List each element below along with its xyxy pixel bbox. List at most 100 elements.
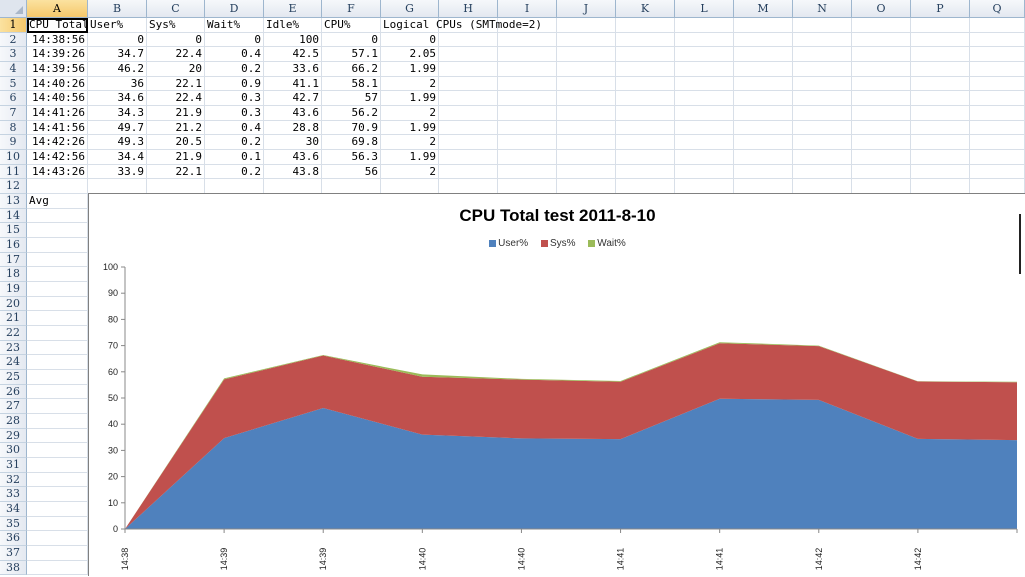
data-cell[interactable]: 100 (264, 32, 322, 48)
grid-cell[interactable] (27, 179, 88, 195)
grid-cell[interactable] (498, 179, 557, 195)
data-cell[interactable]: 70.9 (322, 120, 381, 136)
row-header-1[interactable]: 1 (0, 18, 27, 33)
data-cell[interactable]: 34.4 (88, 150, 147, 165)
grid-cell[interactable] (911, 150, 970, 165)
row-header-16[interactable]: 16 (0, 238, 27, 253)
grid-cell[interactable] (27, 267, 88, 283)
row-header-13[interactable]: 13 (0, 194, 27, 209)
grid-cell[interactable] (498, 18, 557, 33)
grid-cell[interactable] (616, 91, 675, 106)
row-header-21[interactable]: 21 (0, 311, 27, 327)
column-header-n[interactable]: N (793, 0, 852, 18)
data-cell[interactable]: 0.4 (205, 120, 264, 136)
data-cell[interactable]: 21.2 (147, 120, 205, 136)
row-header-38[interactable]: 38 (0, 560, 27, 576)
grid-cell[interactable] (27, 458, 88, 473)
row-header-26[interactable]: 26 (0, 384, 27, 400)
grid-cell[interactable] (616, 18, 675, 33)
row-header-3[interactable]: 3 (0, 47, 27, 62)
data-cell[interactable]: 0 (381, 32, 439, 48)
data-cell[interactable]: 0.4 (205, 47, 264, 62)
grid-cell[interactable] (852, 179, 911, 195)
grid-cell[interactable] (675, 91, 734, 106)
data-cell[interactable]: 69.8 (322, 135, 381, 151)
row-header-23[interactable]: 23 (0, 340, 27, 356)
grid-cell[interactable] (27, 531, 88, 547)
header-cell[interactable]: Idle% (264, 18, 322, 33)
data-cell[interactable]: 28.8 (264, 120, 322, 136)
row-header-12[interactable]: 12 (0, 179, 27, 195)
grid-cell[interactable] (734, 179, 793, 195)
data-cell[interactable]: 42.7 (264, 91, 322, 106)
grid-cell[interactable] (852, 32, 911, 48)
grid-cell[interactable] (911, 47, 970, 62)
column-header-h[interactable]: H (439, 0, 498, 18)
grid-cell[interactable] (911, 91, 970, 106)
grid-cell[interactable] (439, 164, 498, 180)
row-header-25[interactable]: 25 (0, 370, 27, 385)
grid-cell[interactable] (793, 135, 852, 151)
row-header-19[interactable]: 19 (0, 282, 27, 297)
grid-cell[interactable] (852, 62, 911, 77)
row-header-6[interactable]: 6 (0, 91, 27, 106)
row-header-2[interactable]: 2 (0, 32, 27, 48)
grid-cell[interactable] (970, 120, 1025, 136)
grid-cell[interactable] (852, 18, 911, 33)
grid-cell[interactable] (439, 106, 498, 121)
grid-cell[interactable] (734, 76, 793, 92)
select-all-corner[interactable] (0, 0, 27, 18)
data-cell[interactable]: 21.9 (147, 150, 205, 165)
data-cell[interactable]: 14:39:56 (27, 62, 88, 77)
grid-cell[interactable] (675, 179, 734, 195)
data-cell[interactable]: 14:43:26 (27, 164, 88, 180)
data-cell[interactable]: 41.1 (264, 76, 322, 92)
grid-cell[interactable] (911, 62, 970, 77)
grid-cell[interactable] (27, 443, 88, 459)
grid-cell[interactable] (675, 106, 734, 121)
grid-cell[interactable] (970, 91, 1025, 106)
row-header-32[interactable]: 32 (0, 472, 27, 488)
data-cell[interactable]: 56.3 (322, 150, 381, 165)
row-header-27[interactable]: 27 (0, 399, 27, 415)
grid-cell[interactable] (616, 76, 675, 92)
grid-cell[interactable] (970, 135, 1025, 151)
grid-cell[interactable] (734, 47, 793, 62)
data-cell[interactable]: 14:42:26 (27, 135, 88, 151)
column-header-i[interactable]: I (498, 0, 557, 18)
data-cell[interactable]: 0.3 (205, 91, 264, 106)
grid-cell[interactable] (675, 18, 734, 33)
grid-cell[interactable] (557, 135, 616, 151)
column-header-c[interactable]: C (147, 0, 205, 18)
row-header-37[interactable]: 37 (0, 546, 27, 561)
grid-cell[interactable] (439, 150, 498, 165)
grid-cell[interactable] (381, 179, 439, 195)
grid-cell[interactable] (439, 120, 498, 136)
column-header-m[interactable]: M (734, 0, 793, 18)
data-cell[interactable]: 14:42:56 (27, 150, 88, 165)
grid-cell[interactable] (498, 135, 557, 151)
grid-cell[interactable] (27, 414, 88, 429)
grid-cell[interactable] (970, 164, 1025, 180)
grid-cell[interactable] (557, 76, 616, 92)
column-header-g[interactable]: G (381, 0, 439, 18)
data-cell[interactable]: 22.1 (147, 164, 205, 180)
grid-cell[interactable] (734, 32, 793, 48)
grid-cell[interactable] (675, 164, 734, 180)
grid-cell[interactable] (616, 106, 675, 121)
grid-cell[interactable] (793, 18, 852, 33)
grid-cell[interactable] (27, 516, 88, 532)
data-cell[interactable]: 2 (381, 135, 439, 151)
column-header-l[interactable]: L (675, 0, 734, 18)
grid-cell[interactable] (852, 47, 911, 62)
data-cell[interactable]: 1.99 (381, 91, 439, 106)
data-cell[interactable]: 0.1 (205, 150, 264, 165)
grid-cell[interactable] (734, 106, 793, 121)
data-cell[interactable]: 42.5 (264, 47, 322, 62)
grid-cell[interactable] (147, 179, 205, 195)
grid-cell[interactable] (675, 47, 734, 62)
grid-cell[interactable] (911, 120, 970, 136)
grid-cell[interactable] (27, 282, 88, 297)
grid-cell[interactable] (793, 76, 852, 92)
grid-cell[interactable] (616, 179, 675, 195)
